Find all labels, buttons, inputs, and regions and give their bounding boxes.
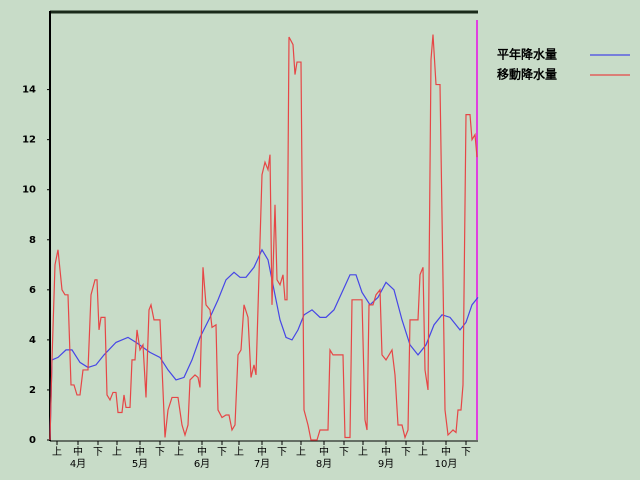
x-tick-label: 下 [93, 447, 103, 458]
x-tick-label: 上 [418, 446, 428, 458]
month-label: 7月 [254, 458, 270, 470]
y-tick-label: 14 [22, 85, 36, 96]
y-tick-label: 6 [29, 285, 36, 296]
series-line [49, 248, 479, 441]
x-tick-label: 中 [319, 445, 329, 458]
y-tick-label: 0 [29, 435, 36, 446]
x-tick-label: 上 [358, 446, 368, 458]
x-tick-label: 中 [441, 445, 451, 458]
x-tick-label: 上 [174, 446, 184, 458]
y-tick-label: 2 [29, 385, 36, 396]
month-label: 10月 [435, 458, 458, 470]
y-tick-label: 4 [29, 335, 36, 346]
month-label: 6月 [194, 458, 210, 470]
x-tick-label: 中 [73, 445, 83, 458]
month-label: 9月 [378, 458, 394, 470]
x-tick-label: 上 [296, 446, 306, 458]
x-tick-label: 下 [461, 447, 471, 458]
x-tick-label: 上 [52, 446, 62, 458]
month-label: 5月 [132, 458, 148, 470]
x-tick-label: 中 [381, 445, 391, 458]
y-tick-label: 12 [22, 135, 36, 146]
series-line [49, 34, 478, 441]
x-tick-label: 下 [155, 447, 165, 458]
x-tick-label: 上 [112, 446, 122, 458]
x-tick-label: 上 [234, 446, 244, 458]
y-tick-label: 8 [29, 235, 36, 246]
month-label: 4月 [70, 458, 86, 470]
x-tick-label: 下 [401, 447, 411, 458]
x-tick-label: 下 [339, 447, 349, 458]
x-tick-label: 下 [277, 447, 287, 458]
y-tick-label: 10 [22, 185, 36, 196]
x-tick-label: 下 [217, 447, 227, 458]
x-tick-label: 中 [135, 445, 145, 458]
x-tick-label: 中 [257, 445, 267, 458]
legend-label: 移動降水量 [497, 67, 557, 82]
x-tick-label: 中 [197, 445, 207, 458]
legend-label: 平年降水量 [497, 47, 557, 62]
month-label: 8月 [316, 458, 332, 470]
